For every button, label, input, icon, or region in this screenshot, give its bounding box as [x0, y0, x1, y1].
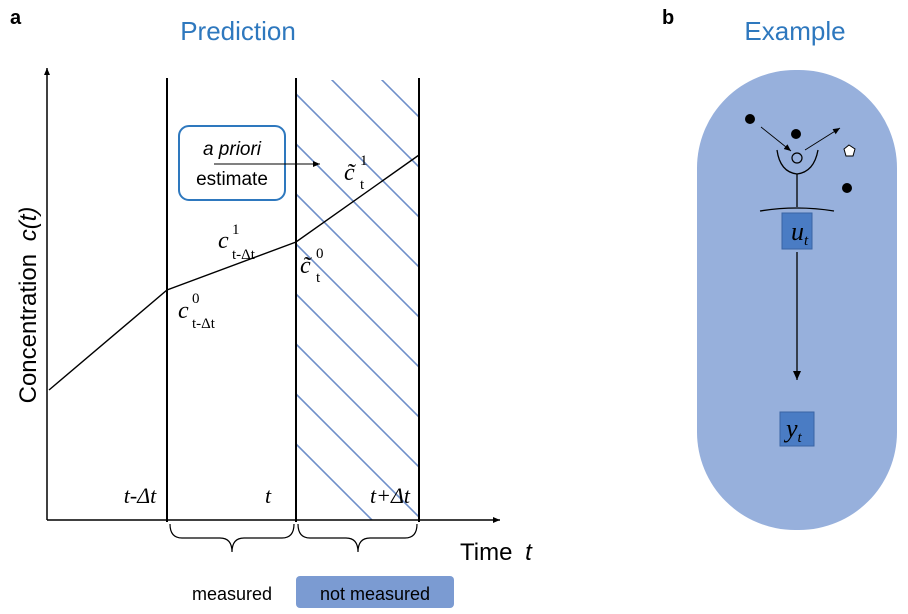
- x-axis-label: Time: [460, 539, 512, 566]
- panel-b-title: Example: [744, 16, 845, 46]
- released-ligand: [843, 144, 856, 157]
- panel-b: b Example ut yt: [662, 7, 897, 530]
- panel-a-label: a: [10, 7, 22, 29]
- svg-text:t-Δt: t-Δt: [232, 247, 256, 263]
- label-c0-tilde: c̃ 0 t: [300, 246, 324, 286]
- y-axis-label: Concentration: [15, 254, 42, 403]
- not-measured-label: not measured: [320, 584, 430, 604]
- panel-a-title: Prediction: [180, 16, 296, 46]
- svg-text:0: 0: [316, 246, 324, 262]
- x-axis-symbol: t: [525, 539, 533, 566]
- brace-measured: [169, 523, 295, 553]
- svg-text:1: 1: [360, 153, 368, 169]
- svg-text:0: 0: [192, 291, 200, 307]
- tick-t-minus: t-Δt: [124, 483, 157, 508]
- callout-line2: estimate: [196, 169, 268, 190]
- tick-t: t: [265, 483, 272, 508]
- not-measured-badge: [296, 576, 454, 608]
- label-c1-prev: c 1 t-Δt: [218, 222, 256, 263]
- svg-text:c: c: [218, 228, 229, 254]
- membrane-line: [759, 207, 835, 212]
- ligand-dot: [791, 129, 801, 139]
- panel-a: a Prediction Concentration: [10, 7, 533, 608]
- svg-text:1: 1: [232, 222, 240, 238]
- callout-line1: a priori: [203, 139, 262, 160]
- svg-text:c̃: c̃: [344, 160, 356, 186]
- concentration-curve: [48, 154, 420, 391]
- unmeasured-hatch: [296, 80, 419, 520]
- output-box: [779, 411, 815, 447]
- release-arrow: [804, 127, 841, 151]
- svg-text:c: c: [178, 298, 189, 324]
- ligand-dot: [745, 114, 755, 124]
- y-axis-symbol: c(t): [15, 207, 42, 242]
- svg-text:t: t: [360, 177, 365, 193]
- bound-ligand: [791, 152, 803, 164]
- input-label: ut: [791, 217, 809, 249]
- label-c0-prev: c 0 t-Δt: [178, 291, 216, 332]
- tick-t-plus: t+Δt: [370, 483, 411, 508]
- ligand-dot: [842, 183, 852, 193]
- measured-label: measured: [192, 584, 272, 604]
- y-axis-title: Concentration c(t): [15, 207, 42, 404]
- svg-text:t-Δt: t-Δt: [192, 316, 216, 332]
- input-box: [781, 212, 813, 250]
- panel-b-label: b: [662, 7, 674, 29]
- label-c1-tilde: c̃ 1 t: [344, 153, 368, 193]
- svg-text:t: t: [316, 270, 321, 286]
- x-axis-title: Time t: [460, 539, 533, 566]
- binding-arrow: [760, 126, 792, 152]
- a-priori-callout: [178, 125, 286, 201]
- output-label: yt: [783, 414, 803, 446]
- brace-not-measured: [297, 523, 418, 553]
- svg-text:Concentration c(t): Concentration c(t): [15, 207, 42, 404]
- svg-text:c̃: c̃: [300, 253, 312, 279]
